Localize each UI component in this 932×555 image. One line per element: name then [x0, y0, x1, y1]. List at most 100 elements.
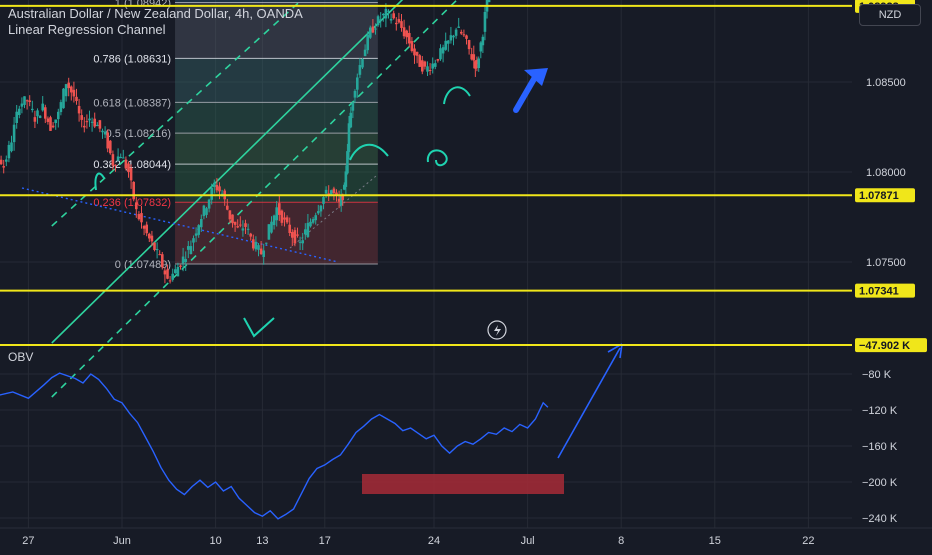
candle-body: [361, 59, 364, 68]
candle-body: [233, 221, 237, 225]
candle-body: [51, 125, 55, 128]
candle-body: [311, 219, 315, 223]
candle-body: [153, 242, 156, 251]
candle-body: [150, 235, 154, 242]
obv-label: OBV: [8, 350, 34, 364]
regression-channel[interactable]: [21, 0, 730, 398]
candle-body: [67, 82, 70, 89]
currency-button[interactable]: NZD: [859, 4, 921, 26]
candle-body: [218, 186, 221, 192]
candle-body: [205, 208, 208, 215]
candle-body: [49, 117, 52, 131]
candle-body: [236, 226, 239, 228]
annotations[interactable]: [94, 68, 623, 494]
candle-body: [179, 265, 182, 267]
candle-body: [384, 8, 388, 19]
candle-body: [85, 121, 89, 123]
candle-body: [246, 228, 250, 230]
price-series: [0, 0, 491, 284]
candle-body: [423, 61, 427, 67]
candle-body: [103, 131, 107, 135]
candle-body: [356, 77, 359, 90]
candle-body: [400, 21, 403, 28]
time-tick-label: 17: [319, 535, 331, 547]
obv-current-badge-text: −47.902 K: [859, 340, 910, 352]
candle-body: [174, 269, 177, 274]
fib-level-label: 0.236 (1.07832): [93, 197, 171, 209]
candle-body: [57, 111, 60, 120]
candle-body: [481, 36, 485, 46]
candle-body: [304, 229, 307, 235]
candle-body: [241, 228, 245, 231]
candle-body: [324, 189, 328, 194]
candle-body: [2, 166, 5, 168]
candle-body: [421, 60, 424, 72]
green-swing-mark: [94, 172, 105, 191]
obv-tick-label: −120 K: [862, 405, 898, 417]
candle-body: [10, 142, 13, 152]
candle-body: [127, 163, 130, 173]
candle-body: [460, 31, 463, 34]
candle-body: [341, 194, 345, 201]
fib-level-label: 0.5 (1.08216): [106, 128, 171, 140]
time-tick-label: 24: [428, 535, 440, 547]
fib-zone: [175, 0, 378, 3]
candle-body: [155, 249, 159, 251]
candle-body: [410, 41, 414, 52]
candle-body: [25, 100, 29, 102]
candle-body: [447, 40, 450, 44]
candle-body: [207, 199, 211, 209]
candle-body: [408, 33, 411, 44]
candle-body: [335, 192, 338, 196]
candle-body: [346, 151, 349, 174]
candle-body: [132, 181, 135, 200]
green-top-arc: [443, 86, 471, 105]
candle-body: [213, 182, 216, 187]
candle-body: [101, 130, 104, 133]
indicator-name: Linear Regression Channel: [8, 22, 166, 37]
candle-body: [70, 86, 73, 93]
candle-body: [347, 123, 351, 153]
time-tick-label: 27: [22, 535, 34, 547]
dotted-trendline: [289, 175, 377, 249]
blue-arrow-top-head: [524, 68, 548, 86]
candle-body: [129, 167, 133, 181]
candle-body: [330, 190, 333, 196]
time-axis-bg: [0, 528, 932, 550]
candle-body: [475, 59, 479, 65]
dotted-trendline: [21, 187, 339, 263]
level-price-badge: [855, 283, 915, 298]
candle-body: [441, 47, 445, 54]
fibonacci-retracement[interactable]: 1.618 (1.09840)1.272 (1.09337)1 (1.08942…: [93, 0, 378, 271]
candle-body: [351, 103, 355, 111]
candle-body: [83, 125, 86, 128]
candle-body: [339, 195, 343, 206]
candle-body: [301, 240, 304, 244]
candle-body: [428, 69, 432, 71]
candle-body: [470, 54, 473, 60]
lightning-icon: [494, 325, 501, 336]
candle-body: [93, 118, 96, 127]
candle-body: [254, 241, 258, 250]
chart-title: Australian Dollar / New Zealand Dollar, …: [8, 6, 303, 21]
candle-body: [140, 213, 143, 223]
candle-body: [239, 224, 242, 226]
candle-body: [343, 184, 346, 190]
candle-body: [88, 118, 91, 121]
candle-body: [119, 156, 122, 159]
candle-body: [353, 90, 357, 98]
candle-body: [20, 103, 24, 107]
candle-body: [197, 225, 200, 235]
obv-pane: [0, 320, 852, 520]
horizontal-levels[interactable]: [0, 0, 852, 292]
candle-body: [332, 188, 336, 194]
obv-tick-label: −80 K: [862, 369, 892, 381]
candle-body: [452, 35, 455, 38]
level-price-badge-text: 1.07341: [859, 286, 899, 298]
candle-body: [405, 30, 408, 38]
candle-body: [467, 40, 471, 50]
candle-body: [184, 258, 187, 262]
